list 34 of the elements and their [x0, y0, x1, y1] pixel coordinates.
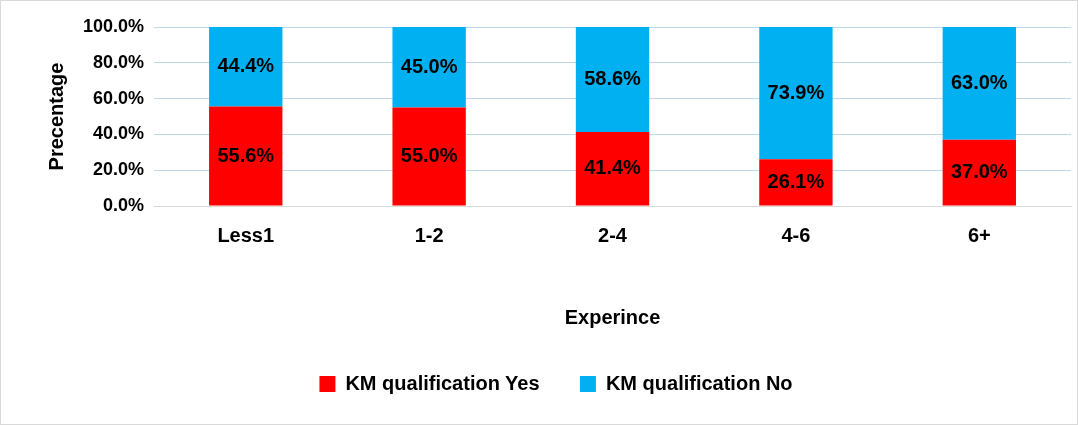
legend-label: KM qualification No: [605, 371, 793, 394]
bar: [392, 27, 466, 108]
x-tick-label: 4-6: [781, 223, 811, 246]
data-label: 37.0%: [950, 160, 1008, 183]
x-tick-label: 6+: [967, 223, 991, 246]
legend-label: KM qualification Yes: [345, 371, 540, 394]
data-label: 45.0%: [400, 54, 458, 77]
bar: [209, 27, 283, 107]
bar: [942, 27, 1016, 140]
data-label: 55.6%: [217, 143, 275, 166]
x-tick-label: Less1: [217, 223, 275, 246]
data-label: 73.9%: [767, 80, 825, 103]
bar: [575, 131, 650, 206]
x-tick-label: 2-4: [598, 223, 628, 246]
y-tick-label: 0.0%: [103, 194, 145, 215]
y-tick-label: 20.0%: [93, 159, 145, 180]
data-label: 44.4%: [217, 54, 275, 77]
bar: [942, 139, 1016, 206]
y-tick-label: 80.0%: [93, 51, 145, 72]
y-tick-label: 60.0%: [93, 87, 145, 108]
y-axis-title: Precentage: [44, 62, 67, 171]
bar: [392, 107, 466, 206]
bar: [575, 27, 650, 132]
data-label: 26.1%: [767, 169, 825, 192]
data-label: 58.6%: [584, 66, 642, 89]
x-axis-title: Experince: [564, 305, 661, 328]
data-label: 63.0%: [950, 70, 1008, 93]
y-tick-label: 100.0%: [82, 15, 145, 36]
y-tick-label: 40.0%: [93, 123, 145, 144]
bar: [759, 27, 833, 160]
x-tick-label: 1-2: [414, 223, 444, 246]
data-label: 41.4%: [584, 156, 642, 179]
bar: [209, 106, 283, 206]
data-label: 55.0%: [400, 144, 458, 167]
